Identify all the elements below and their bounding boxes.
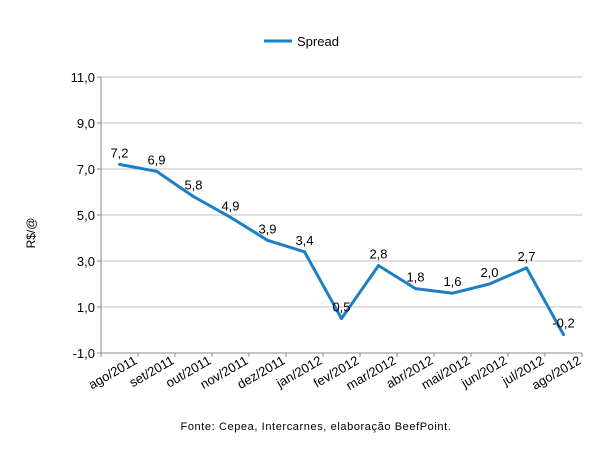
data-point: [451, 291, 454, 295]
data-label: 2,7: [517, 249, 535, 264]
data-label: 7,2: [110, 145, 128, 160]
source-note: Fonte: Cepea, Intercarnes, elaboração Be…: [181, 421, 452, 433]
y-tick-label: 1,0: [77, 300, 95, 315]
y-axis-label: R$/@: [24, 218, 38, 249]
data-point: [377, 264, 380, 268]
axes: [97, 76, 583, 357]
data-point: [562, 333, 565, 337]
data-point: [488, 282, 491, 286]
data-labels: 7,2 6,9 5,8 4,9 3,9 3,4 0,5 2,8 1,8 1,6 2,0 2,7 -0,2: [110, 145, 574, 330]
y-tick-labels: -1,0 1,0 3,0 5,0 7,0 9,0 11,0: [71, 70, 95, 361]
data-point: [192, 195, 195, 199]
data-label: -0,2: [552, 316, 574, 331]
data-label: 3,9: [258, 221, 276, 236]
y-tick-label: 9,0: [77, 116, 95, 131]
data-point: [266, 238, 269, 242]
legend-label-spread: Spread: [297, 34, 339, 49]
data-point: [118, 162, 121, 166]
legend: Spread: [264, 34, 339, 49]
y-tick-label: 7,0: [77, 162, 95, 177]
data-label: 3,4: [295, 233, 313, 248]
data-label: 1,6: [443, 274, 461, 289]
data-label: 2,8: [369, 247, 387, 262]
data-label: 5,8: [184, 178, 202, 193]
y-tick-label: -1,0: [73, 346, 95, 361]
data-label: 6,9: [147, 152, 165, 167]
data-label: 2,0: [480, 265, 498, 280]
data-point: [229, 215, 232, 219]
data-point: [155, 169, 158, 173]
series-spread: [118, 162, 565, 337]
data-label: 4,9: [221, 198, 239, 213]
data-point: [303, 250, 306, 254]
data-label: 1,8: [406, 270, 424, 285]
x-tick-labels: ago/2011set/2011out/2011nov/2011dez/2011…: [86, 353, 584, 393]
y-tick-label: 5,0: [77, 208, 95, 223]
data-point: [525, 266, 528, 270]
data-label: 0,5: [332, 300, 350, 315]
y-tick-label: 11,0: [71, 70, 95, 85]
data-point: [340, 317, 343, 320]
data-point: [414, 287, 417, 291]
y-tick-label: 3,0: [77, 254, 95, 269]
